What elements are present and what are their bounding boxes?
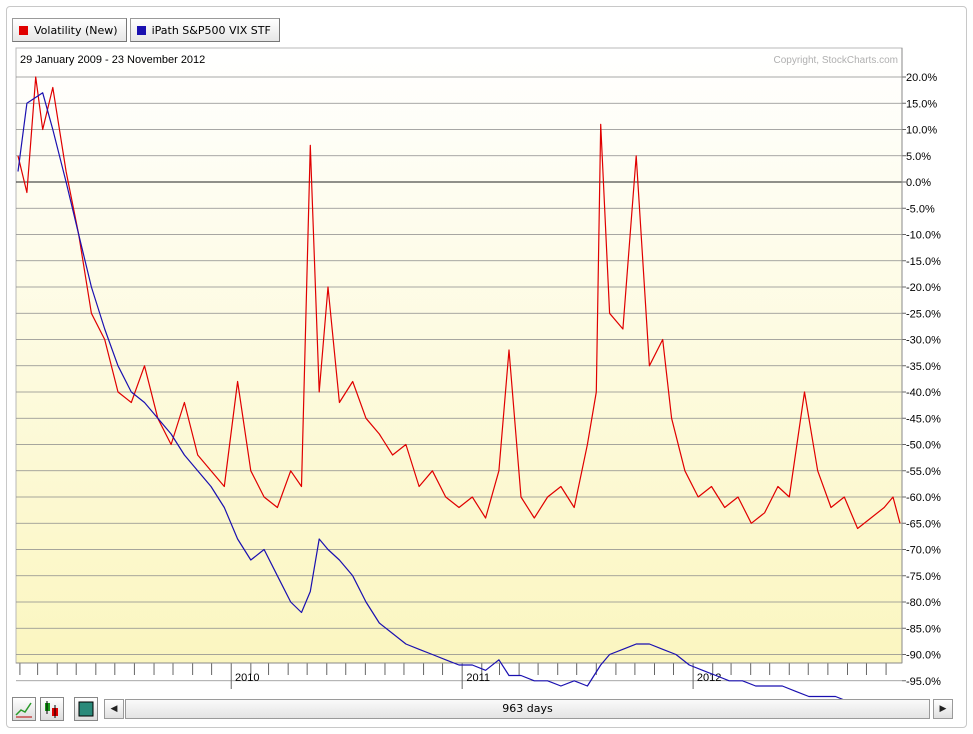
y-tick-label: -90.0% <box>906 650 941 662</box>
series-line-vix-stf <box>17 92 900 703</box>
y-tick-label: 5.0% <box>906 151 931 163</box>
series-group <box>17 76 901 703</box>
plot-background <box>15 47 903 664</box>
line-chart-icon <box>15 702 32 718</box>
period-label: 963 days <box>502 702 553 715</box>
y-tick-label: -85.0% <box>906 623 941 635</box>
scroll-left-arrow[interactable]: ◀ <box>104 699 124 719</box>
copyright-label: Copyright, StockCharts.com <box>774 55 899 66</box>
color-button[interactable] <box>74 697 98 721</box>
y-tick-label: 20.0% <box>906 72 937 84</box>
y-tick-label: -40.0% <box>906 387 941 399</box>
scroll-right-arrow[interactable]: ▶ <box>933 699 953 719</box>
legend-swatch-volatility <box>19 25 28 35</box>
x-tick-label: 2012 <box>697 672 721 684</box>
y-tick-label: -60.0% <box>906 492 941 504</box>
y-tick-label: -10.0% <box>906 230 941 242</box>
y-tick-label: 10.0% <box>906 125 937 137</box>
bottom-toolbar: ◀ 963 days ▶ <box>12 697 958 723</box>
date-range-label: 29 January 2009 - 23 November 2012 <box>20 54 205 66</box>
legend-label-vix-stf: iPath S&P500 VIX STF <box>151 23 271 37</box>
y-tick-label: 0.0% <box>906 177 931 189</box>
legend-bar: Volatility (New) iPath S&P500 VIX STF <box>12 18 283 42</box>
y-tick-label: -55.0% <box>906 466 941 478</box>
y-tick-label: -45.0% <box>906 413 941 425</box>
x-axis: 2010 2011 2012 <box>16 662 902 689</box>
y-tick-label: -50.0% <box>906 440 941 452</box>
x-tick-label: 2011 <box>466 672 490 684</box>
y-axis: 20.0% 15.0% 10.0% 5.0% 0.0% -5.0% -10.0% -15.0%… <box>901 48 941 688</box>
gridlines <box>16 76 902 682</box>
y-tick-label: -5.0% <box>906 203 935 215</box>
y-tick-label: -25.0% <box>906 308 941 320</box>
y-tick-label: -20.0% <box>906 282 941 294</box>
x-tick-label: 2010 <box>235 672 259 684</box>
y-tick-label: -35.0% <box>906 361 941 373</box>
legend-item-vix-stf[interactable]: iPath S&P500 VIX STF <box>129 18 280 42</box>
legend-swatch-vix-stf <box>136 25 146 35</box>
legend-label-volatility: Volatility (New) <box>34 23 118 37</box>
bar-chart-button[interactable] <box>40 697 64 721</box>
y-tick-label: -15.0% <box>906 256 941 268</box>
line-chart-button[interactable] <box>12 697 36 721</box>
ohlc-bars-icon <box>45 701 58 718</box>
color-square-icon <box>78 701 94 717</box>
y-tick-label: -80.0% <box>906 597 941 609</box>
y-tick-label: 15.0% <box>906 98 937 110</box>
y-tick-label: -30.0% <box>906 335 941 347</box>
y-tick-label: -70.0% <box>906 545 941 557</box>
legend-item-volatility[interactable]: Volatility (New) <box>12 18 127 42</box>
y-tick-label: -75.0% <box>906 571 941 583</box>
y-tick-label: -65.0% <box>906 518 941 530</box>
y-tick-label: -95.0% <box>906 676 941 688</box>
date-scrollbar[interactable]: 963 days <box>125 699 930 719</box>
